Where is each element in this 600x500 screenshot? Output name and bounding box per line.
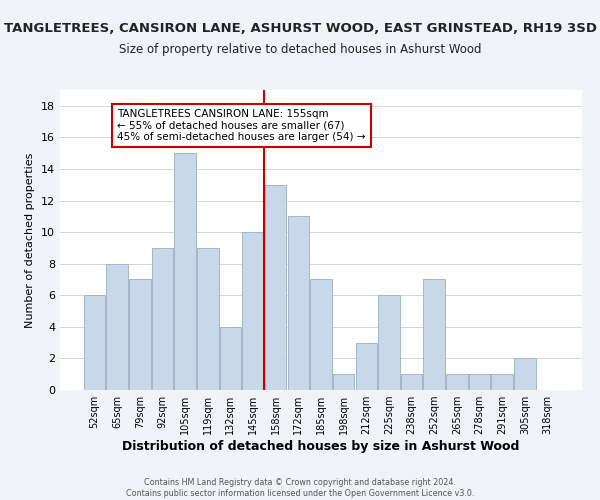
Bar [424,280,445,390]
Bar [197,248,218,390]
Bar [106,264,128,390]
Text: Size of property relative to detached houses in Ashurst Wood: Size of property relative to detached ho… [119,42,481,56]
Bar [287,216,309,390]
Bar [152,248,173,390]
Bar [333,374,355,390]
X-axis label: Distribution of detached houses by size in Ashurst Wood: Distribution of detached houses by size … [122,440,520,453]
Bar [242,232,264,390]
Bar [175,153,196,390]
Bar [401,374,422,390]
Y-axis label: Number of detached properties: Number of detached properties [25,152,35,328]
Bar [129,280,151,390]
Bar [356,342,377,390]
Bar [491,374,513,390]
Bar [310,280,332,390]
Bar [84,296,105,390]
Bar [378,296,400,390]
Bar [446,374,467,390]
Bar [265,184,286,390]
Bar [514,358,536,390]
Text: Contains HM Land Registry data © Crown copyright and database right 2024.
Contai: Contains HM Land Registry data © Crown c… [126,478,474,498]
Text: TANGLETREES CANSIRON LANE: 155sqm
← 55% of detached houses are smaller (67)
45% : TANGLETREES CANSIRON LANE: 155sqm ← 55% … [117,109,365,142]
Text: TANGLETREES, CANSIRON LANE, ASHURST WOOD, EAST GRINSTEAD, RH19 3SD: TANGLETREES, CANSIRON LANE, ASHURST WOOD… [4,22,596,36]
Bar [220,327,241,390]
Bar [469,374,490,390]
